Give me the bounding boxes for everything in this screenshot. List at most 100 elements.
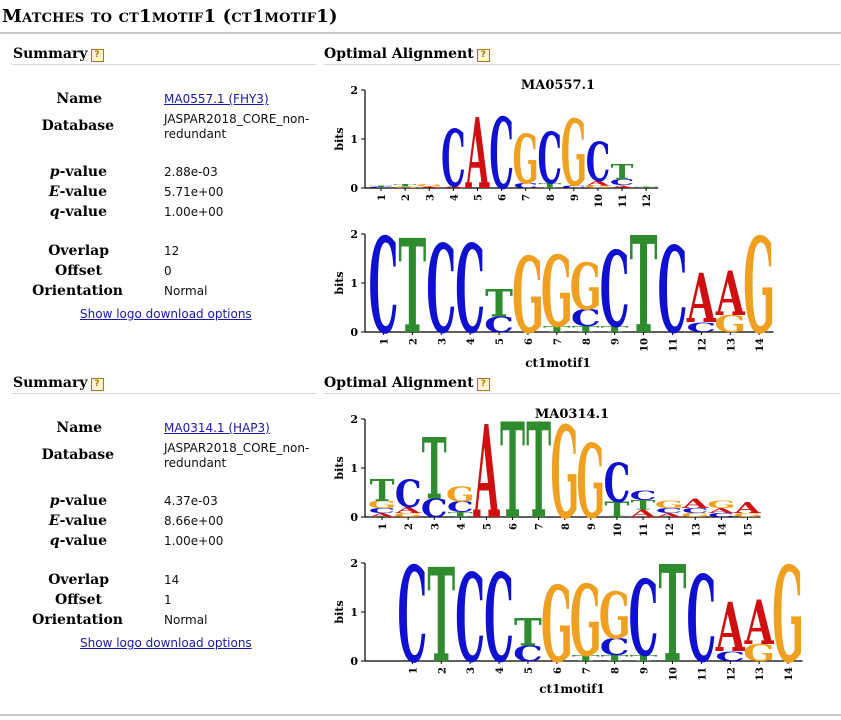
logo-letter-c: C [489, 98, 513, 213]
position-label: 6 [553, 667, 564, 674]
position-label: 5 [524, 667, 535, 674]
position-label: 9 [587, 523, 598, 530]
logo-letter-t: T [514, 611, 542, 655]
logo-download-options-link[interactable]: Show logo download options [80, 636, 252, 650]
position-label: 2 [437, 667, 448, 674]
logo-letter-c: C [369, 210, 399, 364]
y-tick-label: 1 [350, 277, 358, 290]
logo-letter-c: C [426, 220, 456, 362]
orientation-value: Normal [164, 613, 208, 627]
logo-letter-g: G [599, 579, 631, 653]
logo-letter-a: A [465, 98, 490, 213]
logo-letter-g: G [512, 236, 544, 357]
position-label: 7 [582, 667, 593, 674]
alignment-heading: Optimal Alignment? [324, 375, 490, 391]
logo-letter-t: T [370, 472, 395, 508]
logo-letter-t: T [631, 498, 656, 514]
position-label: 11 [697, 667, 708, 681]
logo-letter-g: G [570, 250, 602, 324]
summary-underline [12, 64, 316, 65]
logo-letter-g: G [368, 499, 397, 511]
logo-letter-t: T [659, 537, 687, 694]
position-label: 13 [691, 523, 702, 537]
logo-letter-g: G [570, 565, 602, 679]
help-icon[interactable]: ? [476, 49, 490, 62]
logo-letter-g: G [743, 640, 775, 667]
logo-letter-c: C [715, 649, 745, 665]
logo-letter-g: G [394, 512, 423, 519]
logo-letter-t: T [635, 187, 658, 189]
y-tick-label: 0 [350, 182, 358, 195]
y-tick-label: 2 [350, 84, 358, 97]
logo-letter-a: A [473, 401, 500, 548]
help-icon[interactable]: ? [476, 378, 490, 391]
position-label: 15 [743, 523, 754, 537]
logo-letter-g: G [577, 422, 606, 541]
database-label: Database [41, 447, 114, 463]
logo-download-options-link[interactable]: Show logo download options [80, 307, 252, 321]
logo-letter-c: C [421, 494, 448, 524]
position-label: 10 [640, 338, 651, 352]
help-icon[interactable]: ? [90, 378, 104, 391]
name-label: Name [56, 91, 102, 107]
offset-value: 0 [164, 264, 172, 278]
target-motif-id: MA0314.1 [535, 407, 609, 422]
logo-letter-a: A [715, 258, 745, 329]
logo-letter-c: C [630, 488, 657, 504]
p-value: 4.37e-03 [164, 494, 218, 508]
logo-letter-t: T [485, 282, 513, 326]
logo-letter-a: A [416, 186, 443, 188]
position-label: 8 [546, 194, 557, 201]
position-label: 11 [618, 194, 629, 208]
position-label: 11 [639, 523, 650, 537]
p-value: 2.88e-03 [164, 165, 218, 179]
position-label: 2 [408, 338, 419, 345]
logo-letter-c: C [447, 499, 474, 516]
logo-letter-g: G [446, 482, 475, 506]
y-tick-label: 2 [350, 228, 358, 241]
bits-axis-label: bits [333, 456, 346, 479]
q-value: 1.00e+00 [164, 534, 224, 548]
y-tick-label: 1 [350, 462, 358, 475]
position-label: 13 [755, 667, 766, 681]
match-name-link[interactable]: MA0557.1 (FHY3) [164, 92, 269, 106]
summary-heading: Summary? [13, 46, 104, 62]
logo-letter-c: C [455, 549, 485, 691]
logo-letter-g: G [392, 186, 418, 188]
position-label: 9 [611, 338, 622, 345]
position-label: 1 [408, 667, 419, 674]
position-label: 2 [401, 194, 412, 201]
logo-letter-c: C [604, 451, 631, 515]
position-label: 6 [498, 194, 509, 201]
overlap-label: Overlap [48, 243, 109, 259]
logo-letter-a: A [585, 179, 611, 187]
position-label: 4 [466, 338, 477, 345]
logo-letter-g: G [585, 185, 611, 189]
database-value-line2: redundant [164, 127, 227, 141]
position-label: 10 [613, 523, 624, 537]
database-label: Database [41, 118, 114, 134]
p-value-label: p-value [49, 164, 107, 180]
position-label: 7 [553, 338, 564, 345]
logo-letter-c: C [600, 230, 630, 351]
position-label: 6 [509, 523, 520, 530]
logo-letter-c: C [610, 178, 634, 187]
overlap-value: 14 [164, 573, 180, 587]
title-rule [0, 32, 841, 34]
logo-letter-t: T [448, 511, 473, 519]
logo-letter-c: C [600, 634, 630, 661]
summary-underline [12, 393, 316, 394]
help-icon[interactable]: ? [90, 49, 104, 62]
offset-label: Offset [55, 592, 102, 608]
position-label: 7 [522, 194, 533, 201]
position-label: 8 [582, 338, 593, 345]
bits-axis-label: bits [333, 600, 346, 623]
y-tick-label: 1 [350, 133, 358, 146]
logo-letter-c: C [682, 507, 709, 515]
query-motif-label: ct1motif1 [525, 356, 591, 370]
q-value-label: q-value [49, 204, 107, 220]
logo-letter-a: A [394, 505, 423, 515]
match-name-link[interactable]: MA0314.1 (HAP3) [164, 421, 270, 435]
